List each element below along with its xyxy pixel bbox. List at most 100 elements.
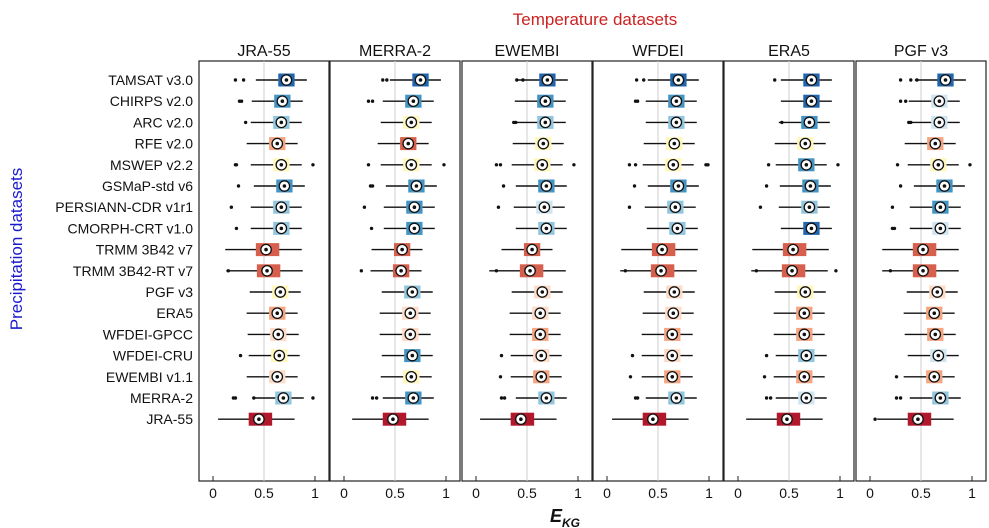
median-dot: [675, 226, 680, 231]
median-dot: [410, 353, 415, 358]
outlier-point: [898, 396, 903, 400]
median-dot: [670, 332, 675, 337]
category-label: GSMaP-std v6: [102, 178, 193, 194]
median-dot: [275, 311, 280, 316]
median-dot: [673, 205, 678, 209]
x-tick-label: 1: [705, 485, 713, 501]
outlier-point: [627, 163, 632, 167]
outlier-point: [634, 78, 639, 82]
median-dot: [278, 290, 283, 294]
median-dot: [674, 99, 679, 103]
outlier-point: [762, 375, 767, 379]
median-dot: [790, 269, 794, 273]
median-dot: [530, 247, 534, 252]
median-dot: [543, 120, 548, 125]
median-dot: [935, 290, 940, 294]
median-dot: [538, 332, 543, 337]
median-dot: [921, 269, 925, 273]
median-dot: [670, 375, 675, 379]
category-labels: TAMSAT v3.0 CHIRPS v2.0 ARC v2.0 RFE v2.0 MS…: [55, 72, 193, 427]
x-tick-label: 0: [734, 485, 742, 501]
median-dot: [412, 226, 417, 231]
panel-title: JRA-55: [237, 43, 290, 60]
outlier-point: [233, 396, 238, 400]
outlier-point: [915, 78, 919, 82]
category-label: TAMSAT v3.0: [108, 72, 193, 88]
median-dot: [671, 163, 676, 167]
median-dot: [528, 269, 532, 273]
x-tick-label: 1: [574, 485, 582, 501]
outlier-point: [252, 396, 256, 400]
panel-title: PGF v3: [894, 43, 948, 60]
x-tick-label: 1: [836, 485, 844, 501]
median-dot: [938, 396, 943, 400]
outlier-point: [894, 375, 899, 379]
median-dot: [807, 205, 812, 209]
category-label: ARC v2.0: [133, 114, 193, 130]
outlier-point: [238, 353, 243, 358]
median-dot: [400, 247, 404, 252]
median-dot: [937, 120, 942, 125]
x-tick-label: 1: [968, 485, 976, 501]
outlier-point: [515, 78, 519, 82]
median-dot: [284, 78, 289, 82]
outlier-point: [873, 417, 877, 421]
category-label: PGF v3: [146, 284, 194, 300]
median-dot: [540, 290, 545, 294]
median-dot: [933, 141, 938, 146]
outlier-point: [234, 226, 239, 231]
outlier-point: [499, 353, 504, 358]
median-dot: [802, 311, 807, 316]
median-dot: [932, 311, 937, 316]
outlier-point: [234, 163, 239, 167]
outlier-point: [499, 396, 504, 400]
chart-title: Temperature datasets: [513, 10, 677, 29]
median-dot: [418, 78, 423, 82]
x-tick-label: 0.5: [254, 485, 274, 501]
outlier-point: [909, 120, 913, 125]
outlier-point: [968, 163, 972, 167]
outlier-point: [442, 163, 446, 167]
x-tick-label: 0: [209, 485, 217, 501]
median-dot: [275, 375, 280, 379]
median-dot: [938, 205, 943, 209]
median-dot: [660, 247, 664, 252]
outlier-point: [239, 99, 244, 103]
category-label: TRMM 3B42 v7: [96, 242, 193, 258]
median-dot: [672, 141, 677, 146]
outlier-point: [369, 226, 374, 231]
median-dot: [674, 120, 679, 125]
panel-title: MERRA-2: [359, 43, 431, 60]
x-axis-title: EKG: [550, 506, 580, 528]
outlier-point: [498, 163, 503, 167]
median-dot: [279, 163, 284, 167]
outlier-point: [381, 78, 385, 82]
median-dot: [936, 163, 941, 167]
median-dot: [791, 247, 795, 252]
outlier-point: [241, 78, 246, 82]
median-dot: [414, 184, 419, 188]
median-dot: [539, 375, 544, 379]
panel: PGF v3 0 0.5 1: [855, 43, 987, 501]
category-label: CMORPH-CRT v1.0: [67, 220, 193, 236]
category-label: ERA5: [156, 305, 193, 321]
outlier-point: [226, 269, 230, 273]
median-dot: [674, 396, 679, 400]
x-tick-label: 0.5: [911, 485, 931, 501]
x-tick-label: 0: [866, 485, 874, 501]
x-tick-label: 0: [603, 485, 611, 501]
median-dot: [802, 332, 807, 337]
median-dot: [943, 78, 948, 82]
outlier-point: [370, 396, 375, 400]
outlier-point: [514, 120, 518, 125]
outlier-point: [311, 163, 315, 167]
outlier-point: [633, 163, 638, 167]
outlier-point: [233, 78, 238, 82]
median-dot: [279, 226, 284, 231]
outlier-point: [502, 396, 507, 400]
median-dot: [391, 417, 395, 422]
category-label: TRMM 3B42-RT v7: [73, 263, 193, 279]
panel: MERRA-2 0 0.5 1: [329, 43, 461, 501]
median-dot: [539, 353, 544, 358]
x-axis-title-main: E: [550, 506, 563, 526]
